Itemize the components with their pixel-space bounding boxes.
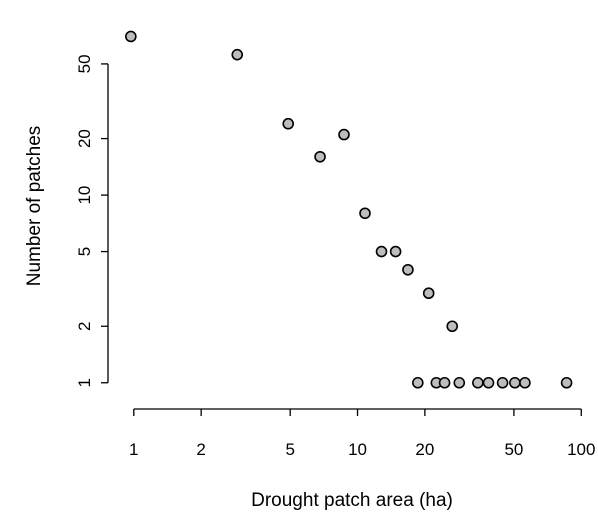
data-point: [283, 119, 293, 129]
data-point: [447, 321, 457, 331]
axes: 1 2 5 10 20 50 100 1 2 5 10 20 50: [75, 54, 595, 459]
x-tick-label: 100: [567, 440, 595, 459]
x-tick-label: 2: [196, 440, 205, 459]
y-tick-label: 10: [75, 186, 94, 205]
x-tick-label: 20: [415, 440, 434, 459]
data-point: [440, 378, 450, 388]
y-tick-label: 1: [75, 378, 94, 387]
data-point: [339, 130, 349, 140]
y-tick-label: 20: [75, 129, 94, 148]
x-axis-title: Drought patch area (ha): [251, 490, 453, 511]
data-points: [126, 31, 572, 387]
data-point: [484, 378, 494, 388]
data-point: [498, 378, 508, 388]
y-axis-ticks: 1 2 5 10 20 50: [75, 54, 108, 387]
data-point: [232, 50, 242, 60]
x-tick-label: 50: [504, 440, 523, 459]
y-tick-label: 5: [75, 247, 94, 256]
data-point: [510, 378, 520, 388]
data-point: [403, 265, 413, 275]
data-point: [413, 378, 423, 388]
data-point: [315, 152, 325, 162]
x-axis-ticks: 1 2 5 10 20 50 100: [129, 409, 595, 459]
data-point: [391, 247, 401, 257]
data-point: [520, 378, 530, 388]
y-tick-label: 2: [75, 322, 94, 331]
y-axis-title: Number of patches: [24, 126, 45, 287]
data-point: [454, 378, 464, 388]
data-point: [424, 288, 434, 298]
x-tick-label: 10: [348, 440, 367, 459]
y-tick-label: 50: [75, 54, 94, 73]
data-point: [126, 31, 136, 41]
data-point: [377, 247, 387, 257]
x-tick-label: 5: [285, 440, 294, 459]
x-tick-label: 1: [129, 440, 138, 459]
data-point: [473, 378, 483, 388]
data-point: [562, 378, 572, 388]
data-point: [360, 208, 370, 218]
